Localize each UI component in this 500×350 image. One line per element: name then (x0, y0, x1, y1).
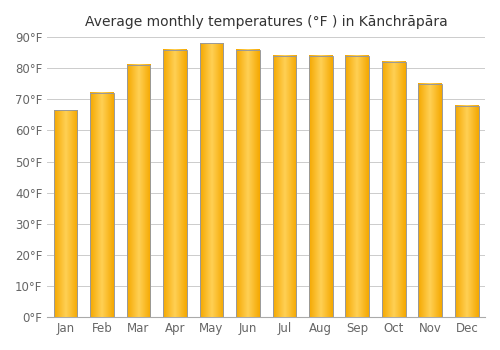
Bar (382, 62, 406, 317)
Bar (309, 56, 332, 317)
Bar (126, 65, 150, 317)
Bar (272, 56, 296, 317)
Bar (200, 43, 224, 317)
Bar (90, 93, 114, 317)
Bar (346, 56, 369, 317)
Title: Average monthly temperatures (°F ) in Kānchrāpāra: Average monthly temperatures (°F ) in Kā… (84, 15, 448, 29)
Bar (54, 110, 78, 317)
Bar (236, 50, 260, 317)
Bar (163, 50, 187, 317)
Bar (418, 84, 442, 317)
Bar (455, 106, 478, 317)
